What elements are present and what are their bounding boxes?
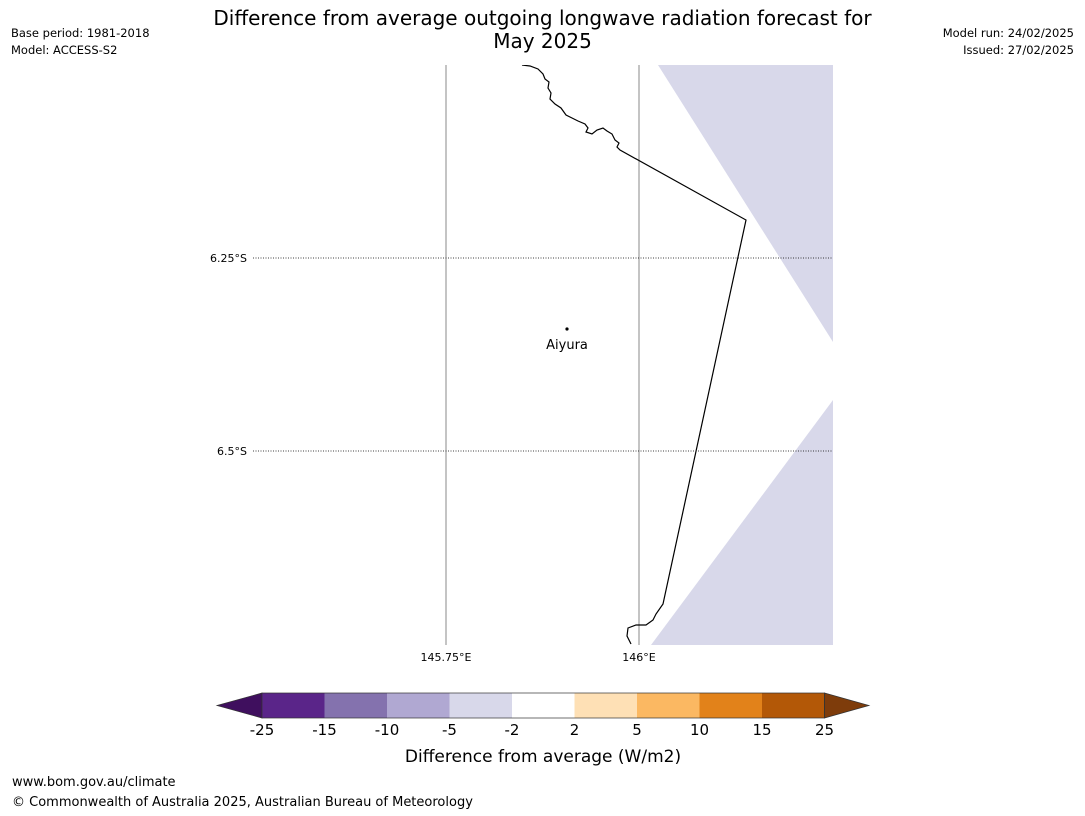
title-line-2: May 2025	[493, 29, 592, 53]
colorbar-tick: 10	[690, 721, 709, 739]
place-label-aiyura: Aiyura	[546, 338, 588, 353]
lat-label-6-25: 6.25°S	[210, 252, 247, 265]
colorbar-tick: 5	[632, 721, 642, 739]
lon-label-146: 146°E	[622, 651, 655, 664]
model-name: Model: ACCESS-S2	[11, 43, 118, 57]
colorbar-swatch	[762, 693, 825, 718]
province-boundary	[521, 65, 747, 645]
colorbar-tick: -25	[250, 721, 275, 739]
colorbar-label: Difference from average (W/m2)	[405, 747, 681, 767]
lat-label-6-5: 6.5°S	[217, 445, 247, 458]
colorbar-tick: 25	[815, 721, 834, 739]
colorbar-swatch	[512, 693, 575, 718]
colorbar-tick: -10	[375, 721, 400, 739]
map-panel: Aiyura	[253, 65, 833, 645]
colorbar-swatch	[574, 693, 637, 718]
lon-label-145-75: 145.75°E	[421, 651, 472, 664]
model-run: Model run: 24/02/2025	[942, 26, 1074, 40]
colorbar-tick: -15	[312, 721, 337, 739]
colorbar-tick: -2	[505, 721, 520, 739]
shaded-region-upper	[658, 65, 833, 342]
meta-left: Base period: 1981-2018 Model: ACCESS-S2	[11, 25, 150, 59]
colorbar-swatch	[637, 693, 700, 718]
colorbar: -25 -15 -10 -5 -2 2 5 10 15 25 Differenc…	[215, 692, 871, 767]
colorbar-tick: 15	[752, 721, 771, 739]
footer-url: www.bom.gov.au/climate	[12, 775, 176, 790]
colorbar-swatch	[324, 693, 387, 718]
map-title: Difference from average outgoing longwav…	[180, 7, 905, 53]
colorbar-swatch	[699, 693, 762, 718]
colorbar-swatch	[449, 693, 512, 718]
base-period: Base period: 1981-2018	[11, 26, 150, 40]
title-line-1: Difference from average outgoing longwav…	[213, 6, 872, 30]
colorbar-tick: -5	[442, 721, 457, 739]
colorbar-outline	[261, 692, 825, 719]
issued-date: Issued: 27/02/2025	[963, 43, 1074, 57]
aiyura-marker	[565, 327, 569, 331]
colorbar-swatch	[262, 693, 325, 718]
footer-copyright: © Commonwealth of Australia 2025, Austra…	[12, 795, 473, 810]
colorbar-extend-high	[824, 692, 871, 719]
colorbar-tick: 2	[570, 721, 580, 739]
colorbar-extend-low	[215, 692, 263, 719]
shaded-region-lower	[651, 400, 833, 645]
meta-right: Model run: 24/02/2025 Issued: 27/02/2025	[943, 25, 1074, 59]
colorbar-swatch	[387, 693, 450, 718]
